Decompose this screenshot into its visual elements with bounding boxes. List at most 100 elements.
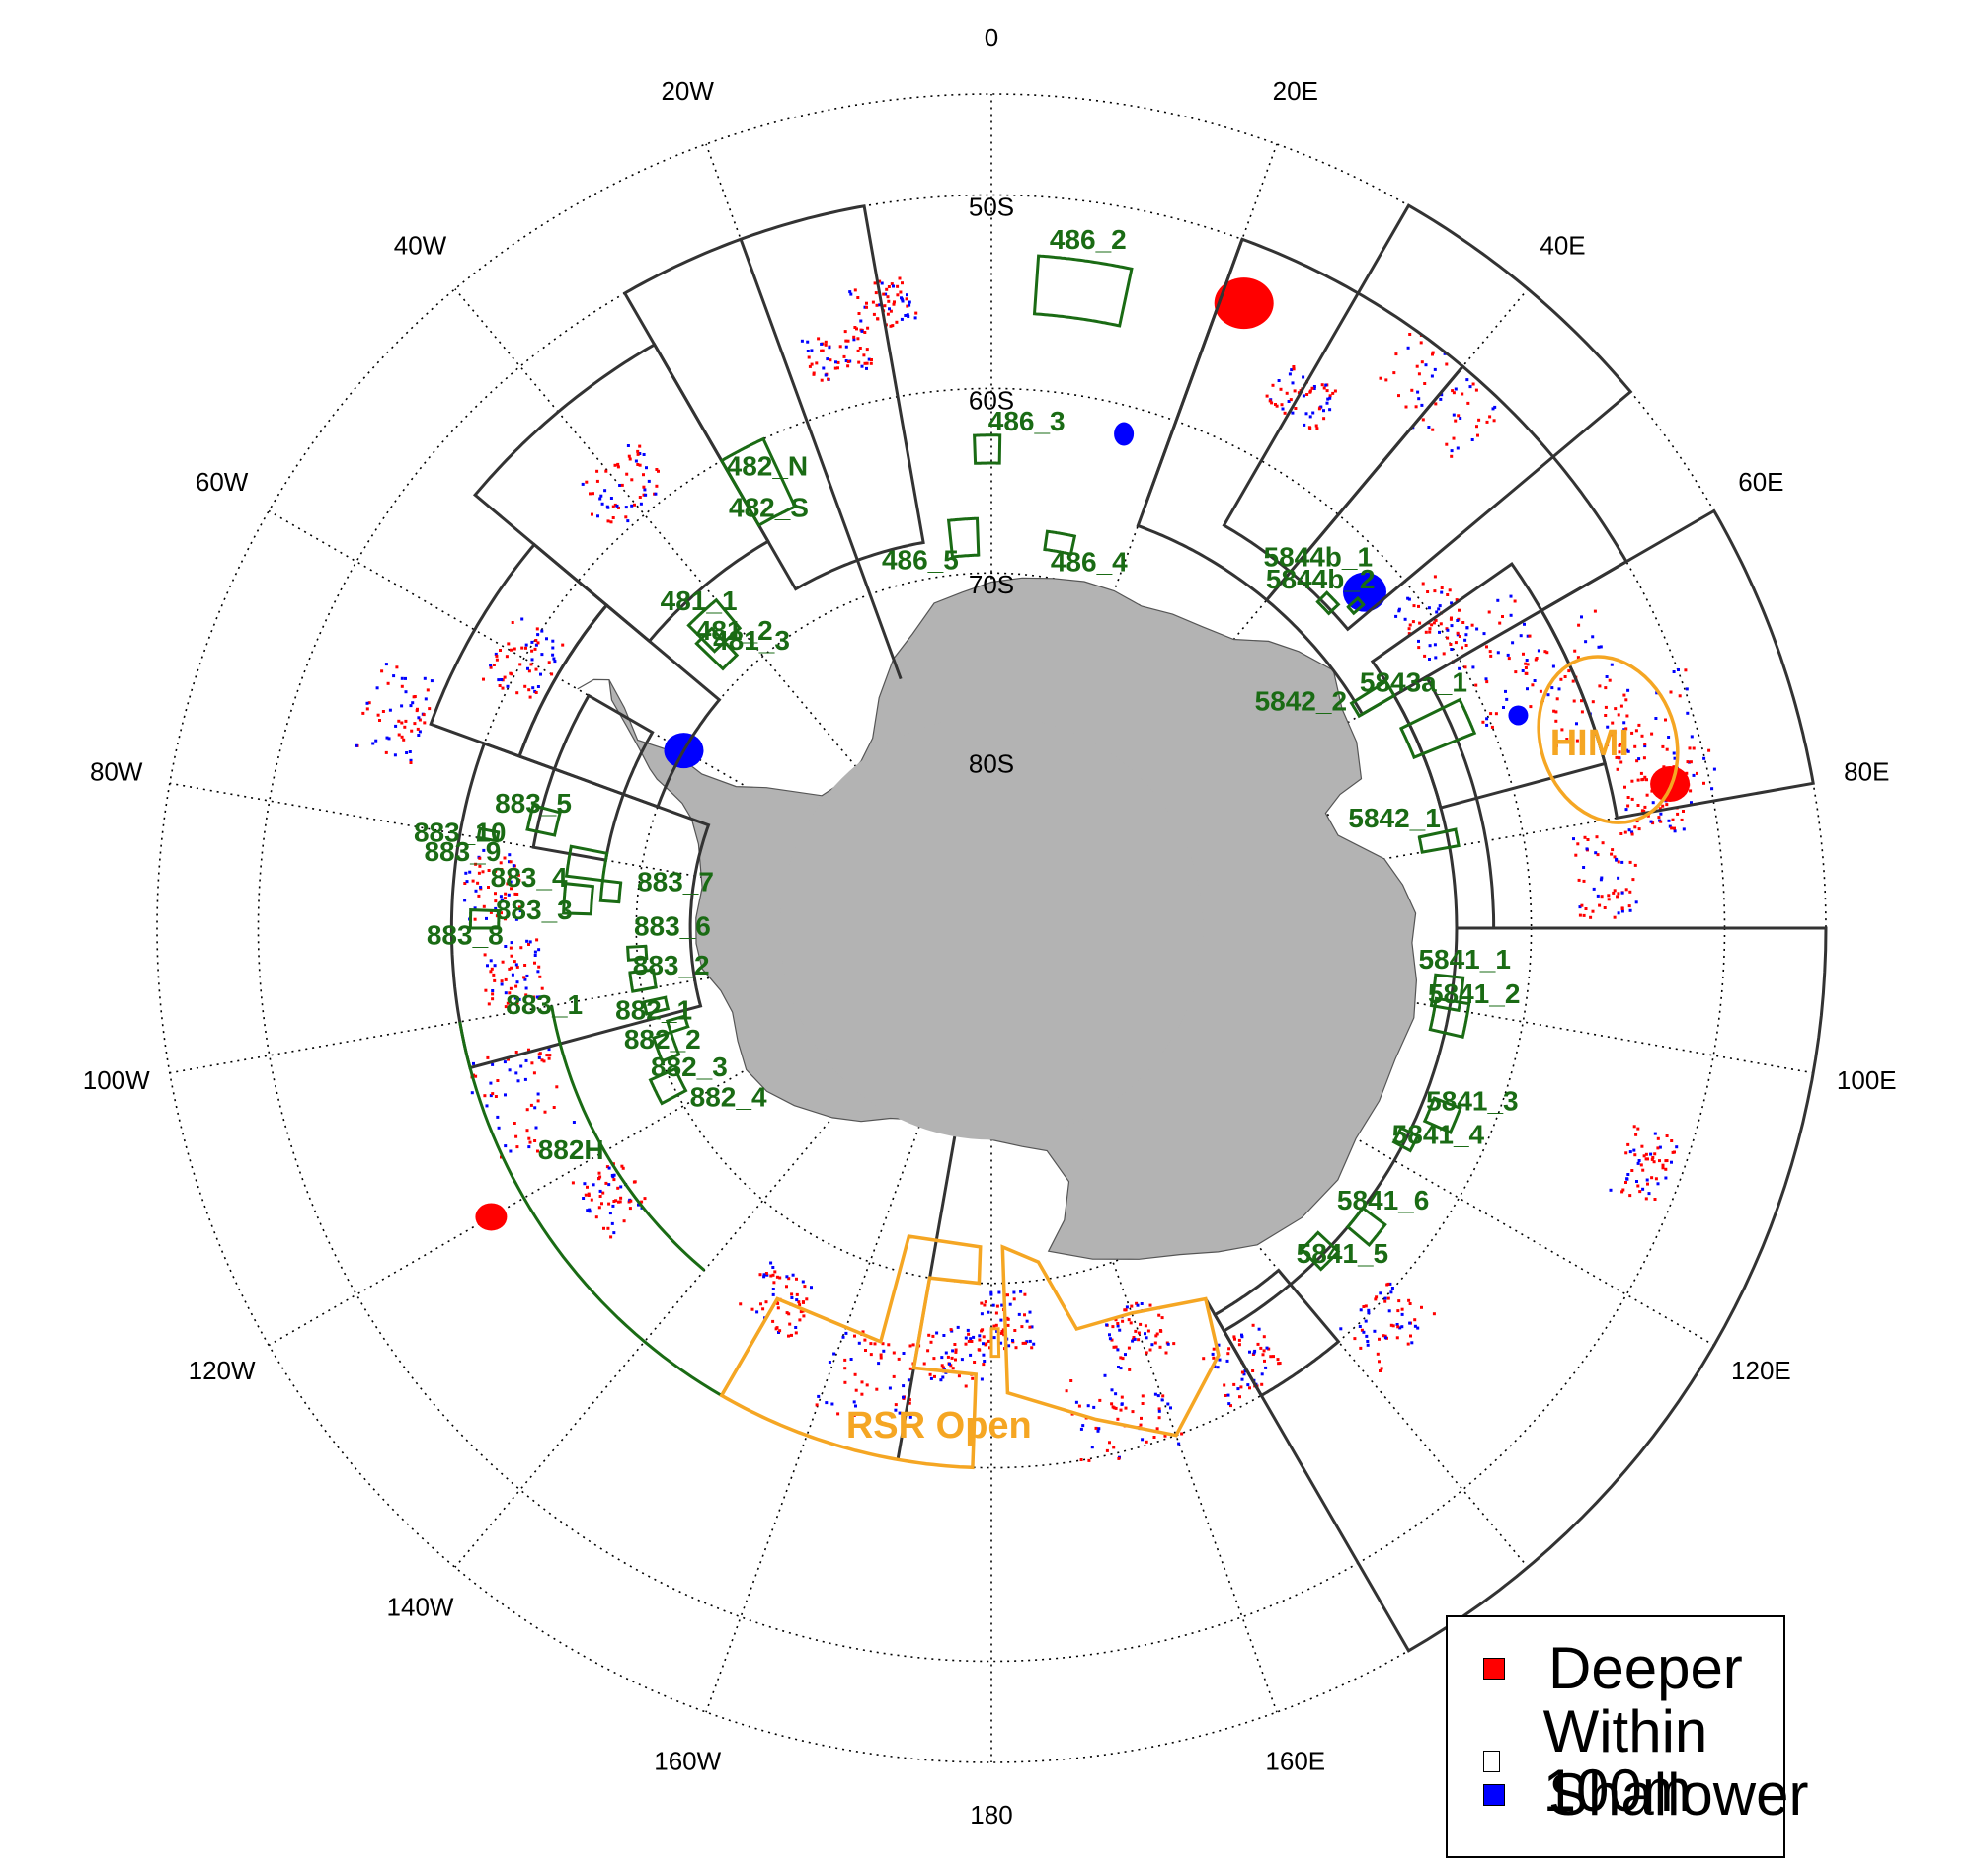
bathymetry-point [1450, 648, 1454, 651]
bathymetry-point [999, 1331, 1003, 1335]
bathymetry-point [508, 991, 512, 995]
bathymetry-point [536, 1149, 539, 1153]
bathymetry-point [865, 348, 869, 352]
bathymetry-point [843, 330, 847, 334]
ccamlr-subarea-boundary [1222, 203, 1633, 632]
bathymetry-point [1452, 436, 1456, 440]
bathymetry-point [1625, 748, 1629, 752]
bathymetry-point [1140, 1302, 1144, 1305]
bathymetry-point [1615, 755, 1619, 759]
bathymetry-point [1692, 746, 1696, 750]
bathymetry-point [1322, 386, 1326, 390]
latitude-label: 70S [969, 570, 1014, 599]
bathymetry-point [1604, 714, 1608, 717]
bathymetry-point [1251, 1323, 1255, 1327]
bathymetry-point [907, 1378, 910, 1382]
bathymetry-point [504, 917, 507, 921]
bathymetry-point [859, 319, 863, 323]
bathymetry-point [1387, 1309, 1391, 1313]
bathymetry-point [1560, 728, 1564, 732]
bathymetry-point [503, 856, 507, 860]
bathymetry-point [1117, 1366, 1120, 1368]
bathymetry-point [1446, 636, 1450, 640]
bathymetry-point [1382, 1334, 1385, 1338]
bathymetry-point [849, 1358, 853, 1361]
bathymetry-point [852, 338, 856, 342]
bathymetry-point [619, 1185, 623, 1189]
bathymetry-point [795, 1292, 799, 1296]
bathymetry-point [528, 1140, 532, 1144]
bathymetry-point [878, 303, 882, 307]
bathymetry-point [1620, 743, 1622, 746]
bathymetry-point [1440, 393, 1444, 397]
bathymetry-point [1637, 757, 1641, 761]
bathymetry-point [536, 685, 540, 688]
bathymetry-point [1145, 1440, 1148, 1444]
research-block-outline [1346, 595, 1366, 616]
bathymetry-point [608, 1212, 612, 1215]
bathymetry-point [1288, 372, 1292, 376]
bathymetry-point [824, 373, 828, 377]
bathymetry-point [1155, 1427, 1159, 1431]
bathymetry-point [486, 964, 489, 968]
bathymetry-point [473, 906, 477, 910]
bathymetry-point [1582, 866, 1586, 869]
bathymetry-point [1275, 404, 1279, 408]
bathymetry-point [1546, 693, 1550, 697]
bathymetry-point [1417, 604, 1420, 608]
bathymetry-point [887, 299, 891, 303]
bathymetry-point [1644, 1152, 1648, 1156]
bathymetry-point [1239, 1385, 1243, 1389]
bathymetry-point [384, 750, 388, 754]
longitude-label: 80W [90, 757, 143, 787]
bathymetry-point [1634, 1133, 1638, 1136]
bathymetry-point [487, 1002, 491, 1006]
research-block-label: 5842_1 [1348, 803, 1440, 833]
bathymetry-point [1397, 1299, 1401, 1303]
bathymetry-point [472, 1061, 475, 1065]
bathymetry-point [1428, 644, 1432, 648]
bathymetry-point [1110, 1402, 1114, 1406]
ccamlr-subarea-boundary [531, 693, 655, 862]
bathymetry-point [812, 371, 816, 375]
bathymetry-point [884, 292, 888, 296]
ccamlr-subarea-boundary [429, 542, 609, 758]
bathymetry-point [1291, 381, 1295, 385]
bathymetry-point [606, 519, 610, 523]
bathymetry-point [1485, 717, 1489, 721]
research-block-outline [1399, 697, 1477, 760]
bathymetry-point [821, 349, 825, 352]
bathymetry-point [1264, 1366, 1268, 1369]
bathymetry-point [1628, 860, 1632, 864]
bathymetry-point [1384, 378, 1388, 382]
bathymetry-point [1617, 876, 1620, 880]
bathymetry-point [764, 1300, 768, 1304]
bathymetry-point [1408, 623, 1412, 627]
bathymetry-point [1607, 898, 1611, 901]
bathymetry-point [806, 340, 810, 344]
bathymetry-point [1626, 796, 1630, 799]
bathymetry-point [1079, 1458, 1083, 1461]
bathymetry-point [585, 480, 589, 484]
bathymetry-point [1410, 388, 1414, 392]
bathymetry-point [638, 444, 642, 448]
bathymetry-point [785, 1311, 789, 1315]
bathymetry-point [1396, 1325, 1400, 1329]
bathymetry-point [1417, 639, 1420, 643]
bathymetry-point [1124, 1406, 1128, 1410]
bathymetry-point [1690, 801, 1693, 805]
bathymetry-point [482, 677, 485, 681]
bathymetry-point [385, 736, 389, 740]
bathymetry-point [1256, 1342, 1260, 1346]
bathymetry-point [481, 870, 485, 874]
bathymetry-point [838, 345, 842, 349]
bathymetry-point [1424, 630, 1428, 634]
bathymetry-point [1079, 1427, 1083, 1431]
bathymetry-point [922, 1362, 926, 1366]
ccamlr-subarea-boundary [472, 342, 770, 644]
bathymetry-point [827, 377, 830, 381]
bathymetry-point [1434, 618, 1438, 622]
bathymetry-point [841, 1335, 845, 1339]
bathymetry-point [1522, 652, 1525, 656]
bathymetry-point [1383, 1334, 1387, 1338]
